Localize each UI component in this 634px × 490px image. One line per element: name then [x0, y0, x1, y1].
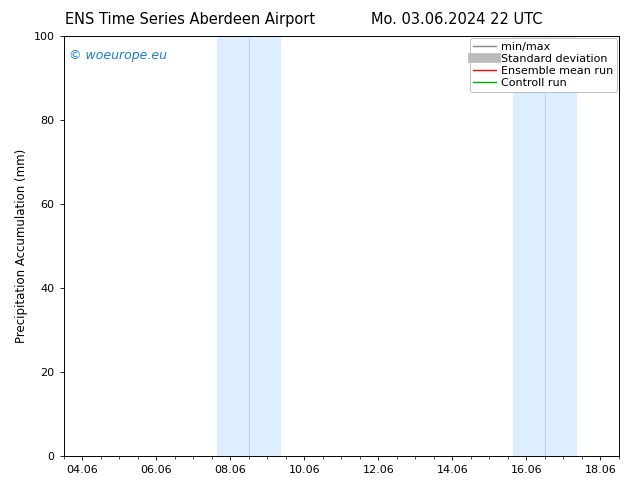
Text: © woeurope.eu: © woeurope.eu [69, 49, 167, 62]
Text: ENS Time Series Aberdeen Airport: ENS Time Series Aberdeen Airport [65, 12, 315, 27]
Bar [217, 36, 280, 456]
Y-axis label: Precipitation Accumulation (mm): Precipitation Accumulation (mm) [15, 149, 28, 343]
Text: Mo. 03.06.2024 22 UTC: Mo. 03.06.2024 22 UTC [371, 12, 542, 27]
Legend: min/max, Standard deviation, Ensemble mean run, Controll run: min/max, Standard deviation, Ensemble me… [470, 38, 617, 92]
Bar [514, 36, 576, 456]
